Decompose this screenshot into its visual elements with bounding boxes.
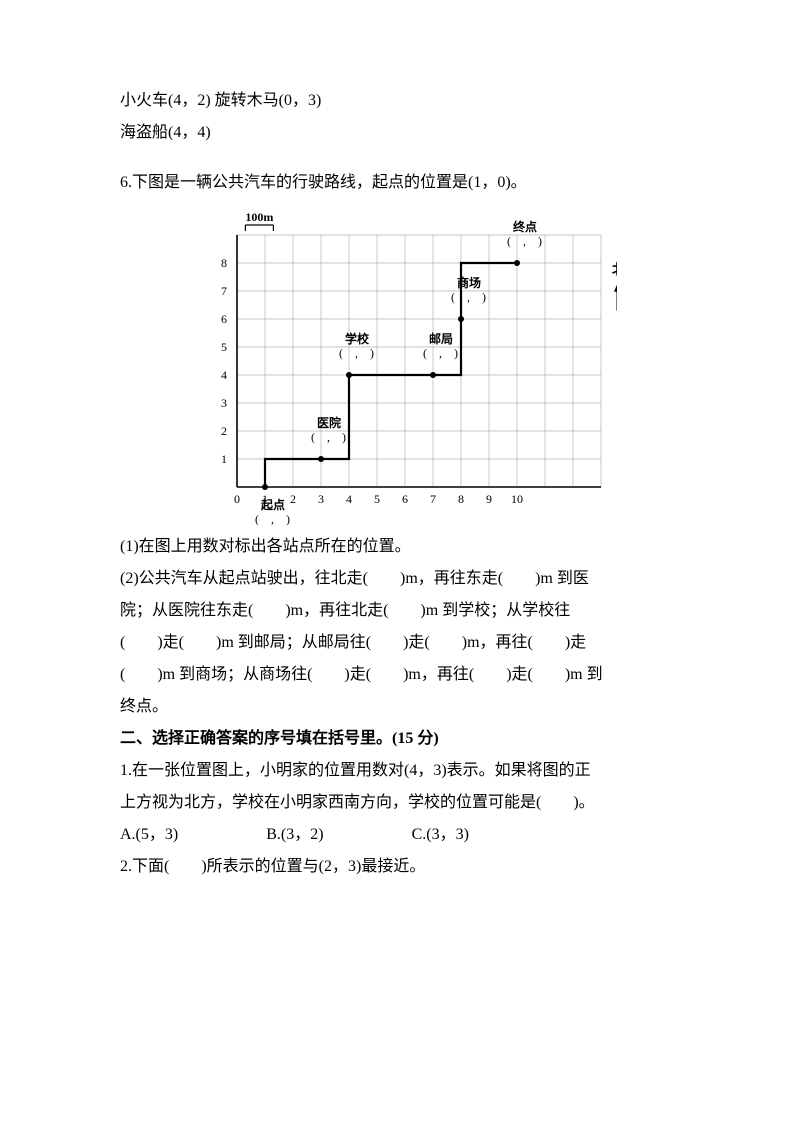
route-grid-svg: 01234567891012345678100m北起点( , )医院( , )学… (177, 205, 617, 525)
section2-title: 二、选择正确答案的序号填在括号里。(15 分) (120, 723, 674, 755)
svg-text:3: 3 (221, 396, 227, 410)
intro-train: 小火车(4，2) (120, 92, 211, 109)
opt-c: C.(3，3) (412, 826, 469, 843)
svg-text:北: 北 (612, 262, 617, 278)
q6-p2a: (2)公共汽车从起点站驶出，往北走( )m，再往东走( )m 到医 (120, 563, 674, 595)
svg-text:6: 6 (221, 312, 227, 326)
svg-text:7: 7 (430, 492, 436, 506)
q6-p2c: ( )走( )m 到邮局；从邮局往( )走( )m，再往( )走 (120, 627, 674, 659)
svg-text:邮局: 邮局 (429, 331, 453, 346)
svg-text:商场: 商场 (457, 275, 481, 290)
svg-text:起点: 起点 (260, 497, 285, 512)
svg-text:10: 10 (511, 492, 523, 506)
q6-title: 6.下图是一辆公共汽车的行驶路线，起点的位置是(1，0)。 (120, 167, 674, 199)
page: 小火车(4，2) 旋转木马(0，3) 海盗船(4，4) 6.下图是一辆公共汽车的… (0, 0, 794, 1123)
q6-p2e: 终点。 (120, 691, 674, 723)
svg-text:9: 9 (486, 492, 492, 506)
s2-q1b: 上方视为北方，学校在小明家西南方向，学校的位置可能是( )。 (120, 787, 674, 819)
bus-route-chart: 01234567891012345678100m北起点( , )医院( , )学… (120, 205, 674, 525)
q6-p2d: ( )m 到商场；从商场往( )走( )m，再往( )走( )m 到 (120, 659, 674, 691)
opt-a: A.(5，3) (120, 826, 178, 843)
svg-text:终点: 终点 (513, 219, 537, 234)
svg-text:7: 7 (221, 284, 227, 298)
svg-text:( , ): ( , ) (311, 430, 346, 444)
spacer (120, 149, 674, 167)
svg-text:8: 8 (458, 492, 464, 506)
svg-text:医院: 医院 (317, 415, 341, 430)
svg-text:5: 5 (374, 492, 380, 506)
svg-text:6: 6 (402, 492, 408, 506)
svg-text:4: 4 (221, 368, 227, 382)
svg-text:3: 3 (318, 492, 324, 506)
svg-text:0: 0 (234, 492, 240, 506)
intro-carousel: 旋转木马(0，3) (215, 92, 322, 109)
s2-q2: 2.下面( )所表示的位置与(2，3)最接近。 (120, 851, 674, 883)
q6-p1: (1)在图上用数对标出各站点所在的位置。 (120, 531, 674, 563)
svg-text:( , ): ( , ) (255, 512, 290, 525)
svg-text:( , ): ( , ) (507, 234, 542, 248)
svg-text:( , ): ( , ) (339, 346, 374, 360)
svg-text:1: 1 (221, 452, 227, 466)
opt-b: B.(3，2) (266, 826, 323, 843)
svg-text:4: 4 (346, 492, 352, 506)
svg-text:( , ): ( , ) (451, 290, 486, 304)
svg-text:100m: 100m (245, 210, 273, 224)
svg-text:5: 5 (221, 340, 227, 354)
s2-q1-opts: A.(5，3) B.(3，2) C.(3，3) (120, 819, 674, 851)
svg-text:( , ): ( , ) (423, 346, 458, 360)
intro-line1: 小火车(4，2) 旋转木马(0，3) (120, 85, 674, 117)
q6-p2b: 院；从医院往东走( )m，再往北走( )m 到学校；从学校往 (120, 595, 674, 627)
svg-text:2: 2 (221, 424, 227, 438)
svg-text:学校: 学校 (345, 331, 370, 346)
svg-text:8: 8 (221, 256, 227, 270)
s2-q1a: 1.在一张位置图上，小明家的位置用数对(4，3)表示。如果将图的正 (120, 755, 674, 787)
intro-line2: 海盗船(4，4) (120, 117, 674, 149)
svg-text:2: 2 (290, 492, 296, 506)
